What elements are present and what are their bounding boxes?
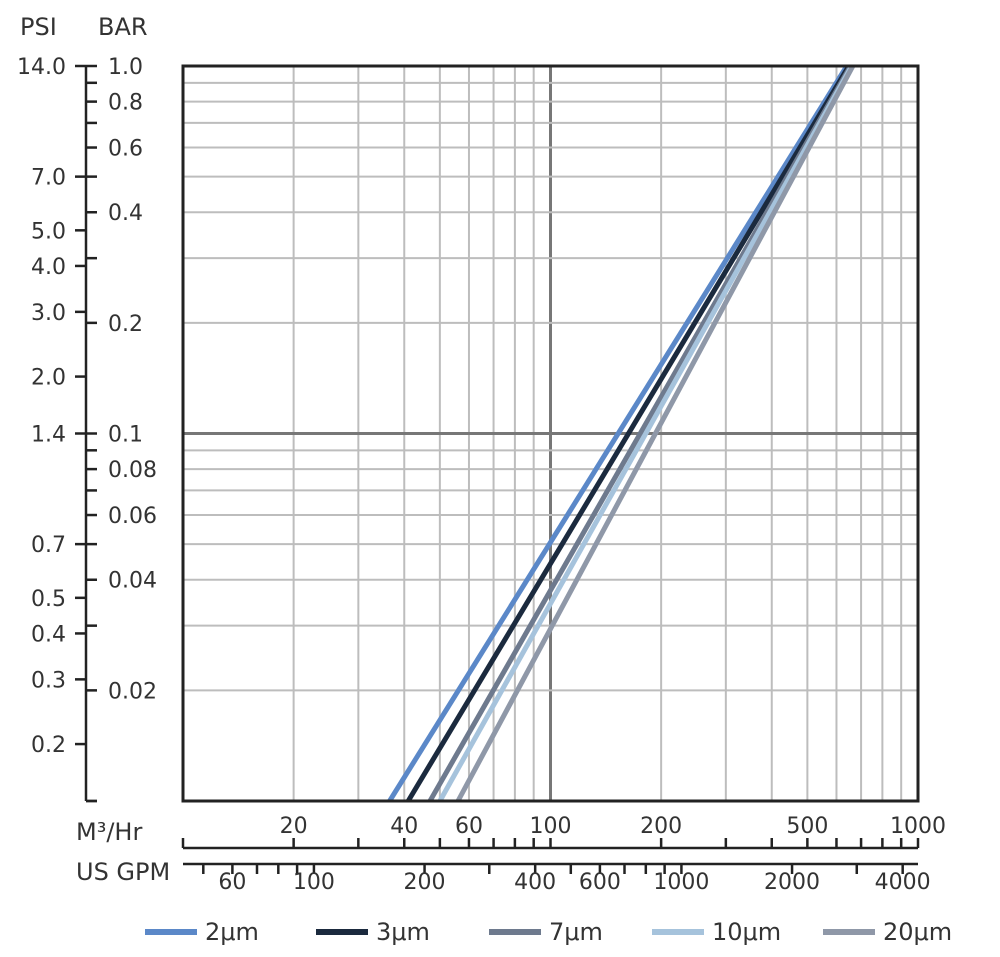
series-lines: [387, 64, 856, 803]
gpm-tick-label: 2000: [764, 870, 820, 895]
legend-label-4: 20μm: [883, 918, 952, 946]
psi-tick-label: 0.4: [31, 622, 66, 647]
series-line-3: [437, 64, 854, 803]
y-axis: 1.0 0.8 0.6 0.4 0.2 0.1 0.08 0.06 0.04 0.02 14.0 7.…: [17, 55, 157, 803]
m3hr-axis-title: M³/Hr: [76, 818, 142, 846]
bar-tick-label: 0.08: [108, 458, 157, 483]
gpm-tick-label: 400: [514, 870, 556, 895]
psi-tick-label: 7.0: [31, 166, 66, 191]
legend-label-0: 2μm: [205, 918, 259, 946]
gpm-tick-label: 600: [579, 870, 621, 895]
m3hr-tick-label: 500: [786, 814, 828, 839]
x-axis: 20 40 60 100 200 500 1000 60 100 200 400 600 1000 200…: [181, 814, 946, 895]
psi-axis-title: PSI: [20, 13, 57, 41]
bar-tick-label: 0.04: [108, 569, 157, 594]
legend-label-1: 3μm: [376, 918, 430, 946]
gpm-tick-label: 1000: [653, 870, 709, 895]
bar-tick-label: 1.0: [108, 55, 143, 80]
bar-tick-label: 0.6: [108, 137, 143, 162]
psi-tick-label: 14.0: [17, 55, 66, 80]
m3hr-tick-label: 200: [640, 814, 682, 839]
psi-tick-label: 0.5: [31, 587, 66, 612]
series-line-4: [455, 64, 856, 803]
series-line-1: [406, 64, 851, 803]
psi-tick-label: 5.0: [31, 219, 66, 244]
bar-tick-label: 0.02: [108, 679, 157, 704]
gpm-tick-label: 60: [218, 870, 246, 895]
series-line-0: [387, 64, 849, 803]
psi-tick-label: 4.0: [31, 255, 66, 280]
bar-tick-label: 0.8: [108, 91, 143, 116]
psi-tick-label: 0.7: [31, 533, 66, 558]
legend-label-3: 10μm: [712, 918, 781, 946]
gpm-tick-label: 4000: [875, 870, 931, 895]
psi-tick-label: 1.4: [31, 423, 66, 448]
gpm-tick-label: 100: [293, 870, 335, 895]
bar-tick-label: 0.1: [108, 423, 143, 448]
bar-tick-label: 0.2: [108, 312, 143, 337]
psi-tick-label: 0.2: [31, 733, 66, 758]
legend: 2μm 3μm 7μm 10μm 20μm: [145, 918, 952, 946]
legend-label-2: 7μm: [549, 918, 603, 946]
m3hr-tick-label: 1000: [890, 814, 946, 839]
psi-tick-label: 2.0: [31, 366, 66, 391]
m3hr-tick-label: 100: [530, 814, 572, 839]
gpm-tick-label: 200: [404, 870, 446, 895]
m3hr-tick-label: 40: [390, 814, 418, 839]
psi-tick-label: 3.0: [31, 301, 66, 326]
psi-tick-label: 0.3: [31, 668, 66, 693]
grid: [183, 66, 918, 801]
bar-tick-label: 0.06: [108, 504, 157, 529]
bar-axis-title: BAR: [98, 13, 148, 41]
m3hr-tick-label: 20: [280, 814, 308, 839]
plot-frame: [181, 64, 920, 803]
m3hr-tick-label: 60: [455, 814, 483, 839]
gpm-axis-title: US GPM: [76, 858, 170, 886]
bar-tick-label: 0.4: [108, 201, 143, 226]
